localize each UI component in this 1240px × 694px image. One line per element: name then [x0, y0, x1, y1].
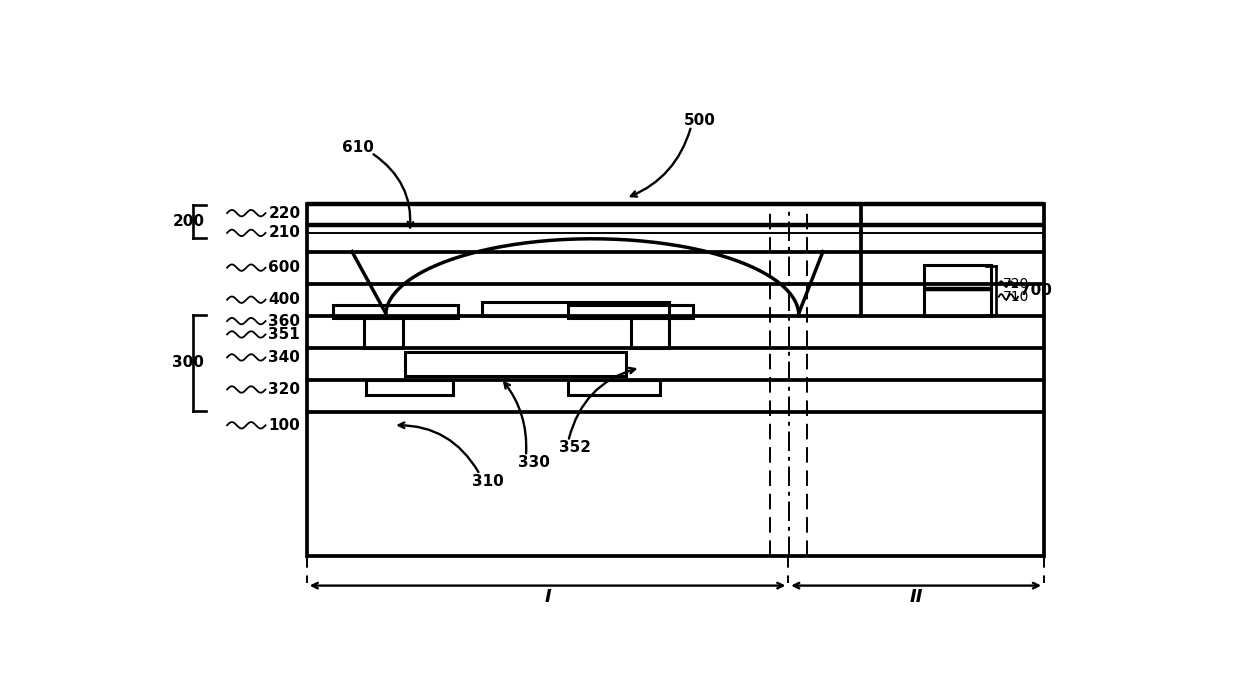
Bar [481, 303, 670, 316]
Text: 100: 100 [268, 418, 300, 433]
FancyArrowPatch shape [631, 128, 691, 196]
Text: 352: 352 [558, 440, 590, 455]
Text: 330: 330 [518, 455, 551, 471]
Text: 340: 340 [268, 350, 300, 365]
Text: 500: 500 [683, 113, 715, 128]
Text: 200: 200 [172, 214, 205, 228]
Text: 610: 610 [342, 140, 374, 155]
Text: 400: 400 [268, 292, 300, 307]
FancyArrowPatch shape [373, 154, 413, 228]
Text: 710: 710 [1003, 290, 1029, 304]
Text: 720: 720 [1003, 277, 1029, 291]
Text: 351: 351 [268, 327, 300, 342]
Text: 320: 320 [268, 382, 300, 397]
Text: 310: 310 [472, 474, 503, 489]
Bar [367, 380, 453, 395]
Text: I: I [544, 589, 551, 607]
FancyArrowPatch shape [505, 382, 526, 453]
Text: 700: 700 [1019, 283, 1052, 298]
Text: 600: 600 [268, 260, 300, 275]
Bar [924, 289, 991, 316]
Text: II: II [909, 589, 923, 607]
Text: 210: 210 [268, 226, 300, 240]
Bar [568, 380, 660, 395]
Text: 220: 220 [268, 205, 300, 221]
Text: 300: 300 [172, 355, 205, 371]
Bar [332, 305, 458, 319]
Bar [924, 265, 991, 289]
Bar [365, 319, 403, 348]
Text: 360: 360 [268, 314, 300, 328]
FancyArrowPatch shape [569, 368, 635, 439]
FancyArrowPatch shape [399, 423, 479, 472]
Bar [568, 305, 693, 319]
Bar [404, 352, 626, 375]
Bar [631, 319, 670, 348]
